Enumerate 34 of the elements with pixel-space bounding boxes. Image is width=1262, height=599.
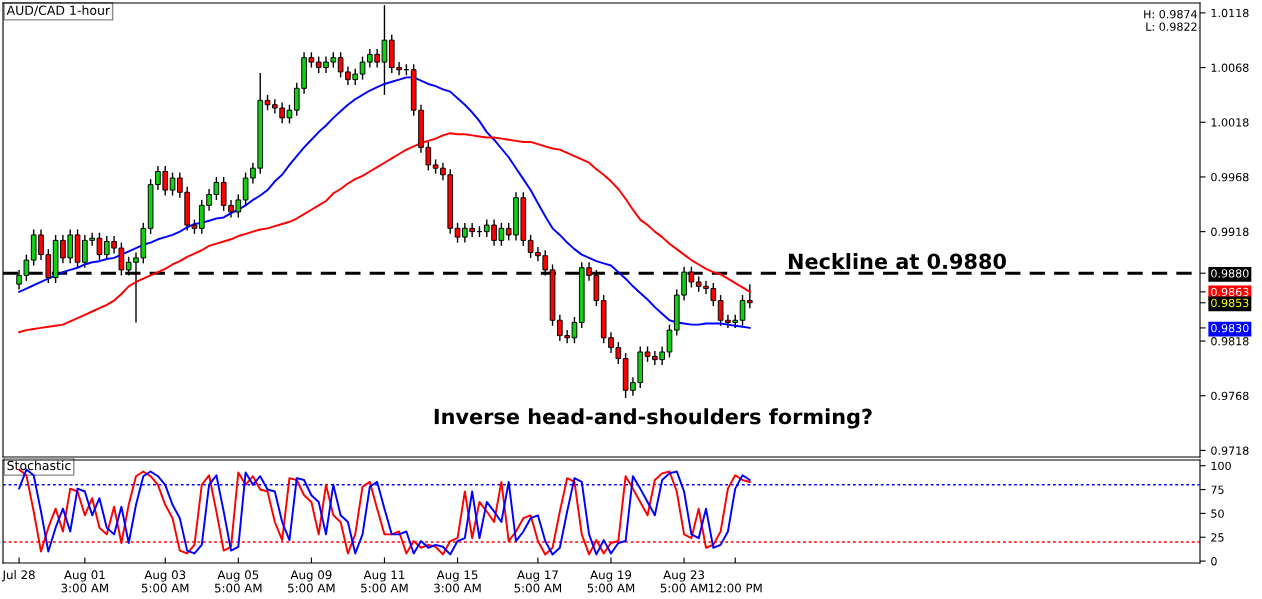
chart-title: Stochastic <box>7 460 71 471</box>
line-series <box>18 76 751 329</box>
chart-title: AUD/CAD 1-hour <box>6 5 111 16</box>
y-tick-label: 1.0068 <box>1211 63 1249 72</box>
x-tick-label: Aug 17 5:00 AM <box>514 570 562 593</box>
y-tick-label: 0.9918 <box>1211 227 1249 237</box>
x-tick-label: Aug 01 3:00 AM <box>61 570 108 593</box>
y-tick-label: 0.9830 <box>1211 323 1249 333</box>
y-tick-label: 0.9880 <box>1211 269 1249 278</box>
x-tick-label: Aug 19 5:00 AM <box>587 570 635 593</box>
y-tick-label: 0.9853 <box>1211 298 1249 308</box>
y-tick-label: 0.9718 <box>1211 446 1249 455</box>
y-tick-label: 75 <box>1211 485 1224 494</box>
x-tick-label: Aug 23 5:00 AM <box>660 570 708 593</box>
annotation: Inverse head-and-shoulders forming? <box>434 408 872 429</box>
y-tick-label: 25 <box>1211 533 1224 542</box>
x-tick-label: 12:00 PM <box>708 583 762 593</box>
y-tick-label: 1.0018 <box>1211 118 1249 127</box>
x-tick-label: Aug 09 5:00 AM <box>288 570 335 593</box>
y-tick-label: 0 <box>1211 557 1217 566</box>
y-tick-label: 0.9768 <box>1211 391 1249 401</box>
y-tick-label: 50 <box>1211 509 1224 518</box>
y-tick-label: 0.9818 <box>1211 337 1249 346</box>
y-tick-label: 0.9968 <box>1211 172 1249 182</box>
x-tick-label: Aug 15 3:00 AM <box>434 570 481 593</box>
x-tick-label: Aug 11 5:00 AM <box>361 570 408 593</box>
y-tick-label: 100 <box>1211 461 1231 471</box>
x-tick-label: Aug 03 5:00 AM <box>141 570 189 593</box>
x-tick-label: Jul 28 <box>1 570 35 582</box>
y-tick-label: 0.9863 <box>1211 287 1249 297</box>
x-tick-label: Aug 05 5:00 AM <box>214 570 262 593</box>
text: H: 0.9874 L: 0.9822 <box>1144 10 1197 31</box>
y-tick-label: 1.0118 <box>1211 8 1249 18</box>
ref-line-label: Neckline at 0.9880 <box>788 253 1006 270</box>
